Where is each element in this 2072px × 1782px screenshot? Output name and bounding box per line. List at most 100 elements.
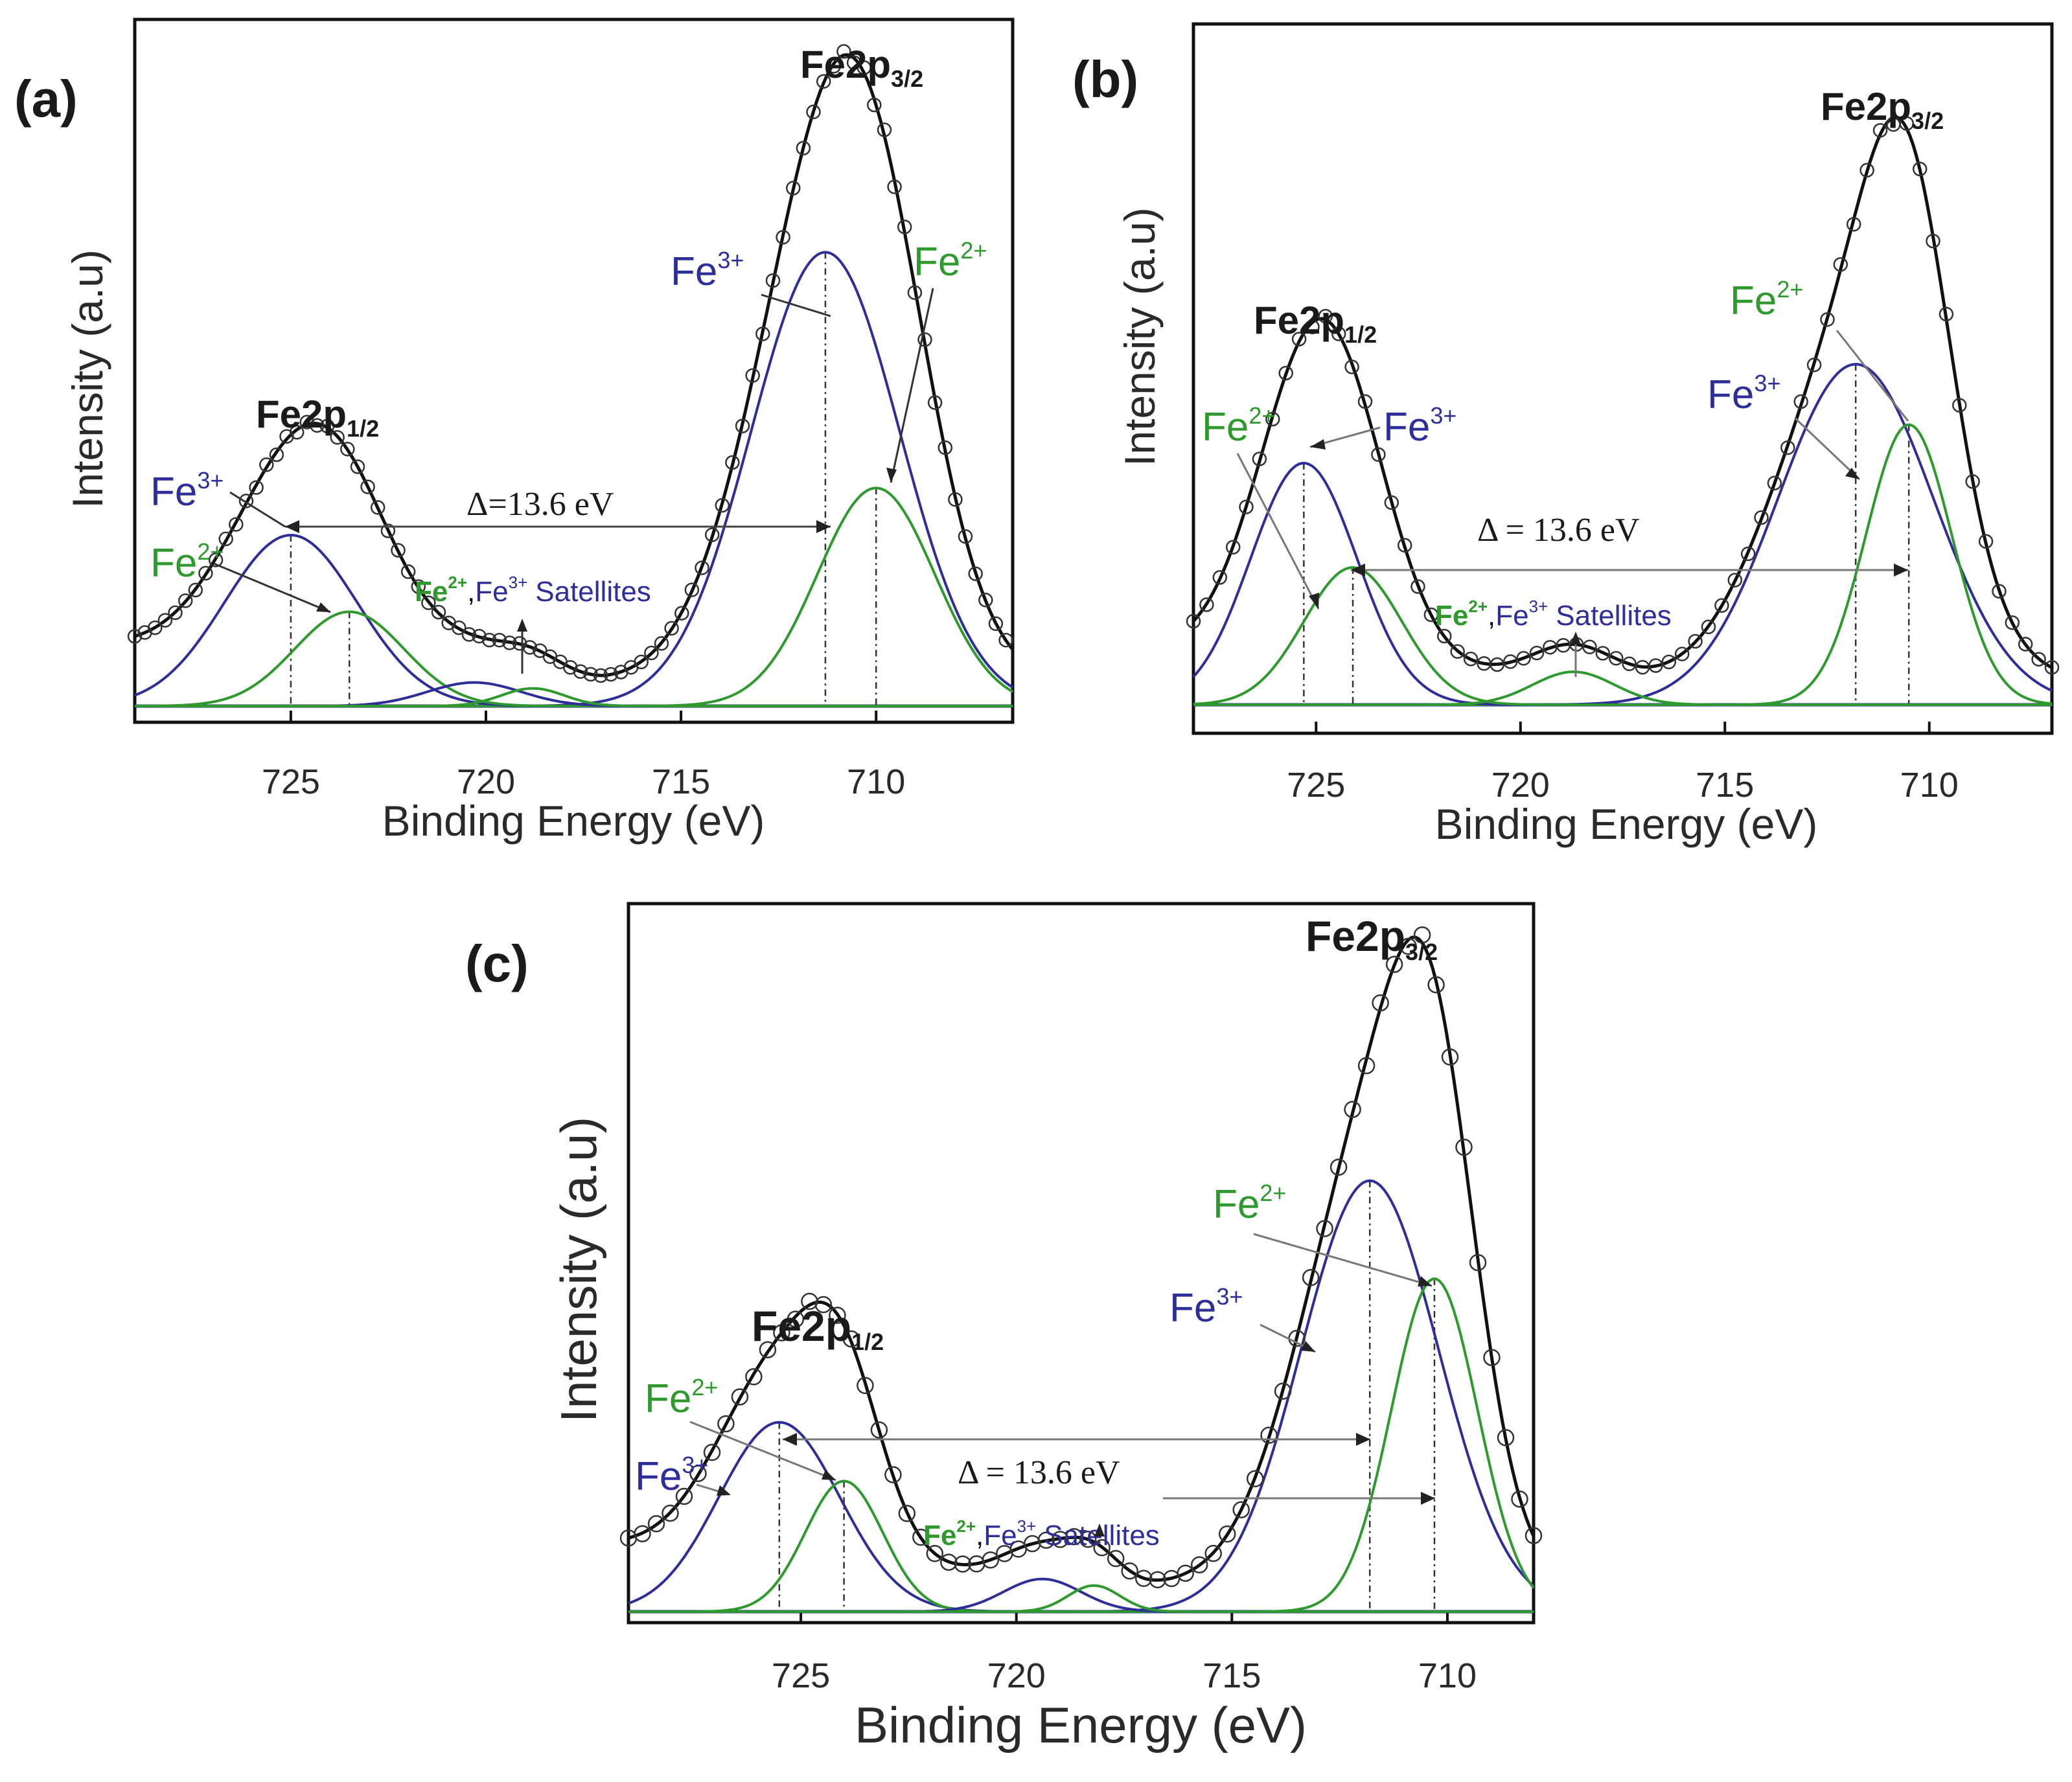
panel-c-curves <box>619 926 1543 1623</box>
panel-a-component-3 <box>135 610 1013 707</box>
panel-c-fe2-main-label: Fe2+ <box>1213 1180 1286 1227</box>
panel-c-data-point <box>675 1487 693 1505</box>
panel-c-data-point <box>1107 1549 1125 1568</box>
panel-a-y-title: Intensity (a.u) <box>63 249 111 508</box>
panel-c-data-point <box>773 1324 790 1342</box>
panel-c-tick-715: 715 <box>1203 1656 1261 1695</box>
panel-b-data-point <box>2031 652 2046 667</box>
panel-c-data-point <box>842 1330 860 1348</box>
panel-a-data-point <box>664 621 679 636</box>
panel-a-fe2-sub-label: Fe2+ <box>150 538 224 586</box>
panel-b-data-point <box>1674 646 1690 661</box>
panel-b-data-point <box>1225 540 1241 554</box>
panel-c-data-point <box>1052 1531 1069 1548</box>
panel-a-data-point <box>400 564 416 579</box>
panel-b-data-point <box>1806 358 1822 372</box>
panel-c-delta-arrow-bottom <box>1421 1492 1435 1505</box>
panel-b-tick-720: 720 <box>1491 766 1550 805</box>
panel-a-data-point <box>421 595 436 610</box>
panel-c-data-point <box>1357 1057 1376 1075</box>
panel-b-data-point <box>1212 570 1228 585</box>
panel-c-label: (c) <box>465 935 529 992</box>
panel-b-data-point <box>1437 628 1452 644</box>
panel-c-sat-pointer-head <box>1094 1524 1105 1536</box>
panel-a-data-point <box>816 74 831 89</box>
panel-b-data-point <box>1344 360 1359 374</box>
panel-c-fe2-main-pointer <box>1253 1233 1433 1287</box>
panel-c-fe3-main-pointer-head <box>1301 1341 1315 1352</box>
panel-a-data-point <box>988 616 1004 632</box>
panel-b-data-point <box>1622 656 1637 672</box>
panel-c-tick-710: 710 <box>1418 1656 1477 1695</box>
panel-a-data-point <box>279 429 294 444</box>
panel-c-data-point <box>1330 1158 1348 1176</box>
panel-b-data-point <box>1516 651 1531 666</box>
panel-b-fe2-main-label: Fe2+ <box>1730 276 1803 323</box>
panel-a-data-point <box>968 566 983 581</box>
panel-a-data-point <box>745 368 760 383</box>
panel-a-label: (a) <box>14 70 78 128</box>
panel-a-data-point <box>512 636 527 651</box>
panel-b-data-point <box>1912 161 1928 177</box>
panel-c-data-point <box>912 1528 930 1546</box>
panel-b-data-point <box>1450 644 1465 659</box>
panel-a-frame <box>133 17 1015 724</box>
panel-a-data-point <box>826 59 842 74</box>
panel-a-fe2-sub-pointer-head <box>316 602 330 612</box>
panel-b-sat-pointer-head <box>1571 632 1581 645</box>
panel-c-data-point <box>926 1545 944 1562</box>
panel-a-data-point <box>370 500 386 515</box>
panel-c-data-point <box>1413 926 1431 944</box>
panel-b-tick-710: 710 <box>1900 766 1959 805</box>
panel-a-data-point <box>796 141 811 155</box>
panel-b-data-point <box>1767 475 1782 491</box>
panel-a-fe2-sub-pointer <box>213 562 331 613</box>
panel-c-label-fe2p32: Fe2p3/2 <box>1306 912 1438 965</box>
panel-a-data-point <box>634 654 649 670</box>
panel-c-data-point <box>1455 1138 1473 1156</box>
panel-a-fe2-main-pointer <box>890 288 934 483</box>
panel-b-data-point <box>1265 411 1280 427</box>
panel-a-data-point <box>927 395 943 410</box>
panel-a-component-2 <box>134 534 1013 707</box>
panel-b-data-point <box>1371 447 1386 462</box>
panel-b-data-point <box>1899 116 1915 131</box>
panel-a-data-point <box>715 497 730 513</box>
panel-c-fe3-main-label: Fe3+ <box>1169 1283 1243 1331</box>
panel-a-data-point <box>695 560 709 575</box>
panel-a-data-point <box>431 604 446 620</box>
panel-a-delta-arrow-right <box>816 520 831 533</box>
panel-a-data-point <box>806 104 821 120</box>
panel-b-label: (b) <box>1072 51 1138 108</box>
panel-c-data-point <box>1483 1349 1501 1366</box>
panel-b-data-point <box>1846 216 1861 232</box>
panel-a-label-fe2p12: Fe2p1/2 <box>256 393 379 442</box>
panel-a-delta-label: Δ=13.6 eV <box>466 486 614 523</box>
panel-b-satellites-label: Fe2+,Fe3+ Satellites <box>1435 597 1672 632</box>
panel-c-data-point <box>884 1466 902 1483</box>
panel-a-tick-715: 715 <box>652 762 710 801</box>
panel-c-fe3-sub-label: Fe3+ <box>635 1452 708 1499</box>
panel-a-data-point <box>360 479 375 494</box>
panel-b-data-point <box>1582 639 1597 655</box>
panel-b-data-point <box>1529 645 1545 661</box>
panel-b-data-point <box>1952 398 1967 413</box>
panel-c-data-point <box>1399 937 1417 955</box>
panel-b-delta-arrow-right <box>1894 564 1908 577</box>
panel-c-data-point <box>1177 1564 1194 1582</box>
panel-a-data-point <box>249 480 264 495</box>
panel-a-satellites-label: Fe2+,Fe3+ Satellites <box>415 573 651 608</box>
panel-a-data-point <box>452 620 466 635</box>
panel-a-data-point <box>198 565 213 581</box>
panel-a-fe2-main-pointer-head <box>886 468 897 483</box>
panel-a-tick-710: 710 <box>847 762 905 801</box>
panel-a-data-point <box>148 620 163 635</box>
panel-c-data-point <box>1511 1490 1528 1508</box>
panel-c-data-point <box>857 1376 874 1395</box>
panel-b-data-point <box>1939 306 1954 322</box>
panel-a-data-point <box>310 418 325 433</box>
panel-a-data-point <box>269 447 284 463</box>
panel-c-label-fe2p12: Fe2p1/2 <box>752 1302 884 1355</box>
panel-c-data-point <box>1385 955 1403 974</box>
